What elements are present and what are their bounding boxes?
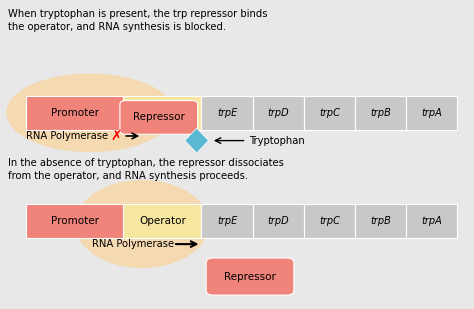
Text: When tryptophan is present, the trp repressor binds
the operator, and RNA synthe: When tryptophan is present, the trp repr… — [8, 9, 267, 32]
FancyBboxPatch shape — [253, 204, 304, 238]
Text: RNA Polymerase: RNA Polymerase — [26, 131, 108, 141]
FancyBboxPatch shape — [406, 204, 457, 238]
FancyBboxPatch shape — [304, 204, 355, 238]
FancyBboxPatch shape — [26, 96, 123, 130]
FancyBboxPatch shape — [355, 204, 406, 238]
Text: trpB: trpB — [370, 216, 391, 226]
FancyBboxPatch shape — [406, 96, 457, 130]
Text: Repressor: Repressor — [224, 272, 276, 281]
Text: trpB: trpB — [370, 108, 391, 118]
FancyBboxPatch shape — [355, 96, 406, 130]
Polygon shape — [185, 128, 209, 153]
Text: Tryptophan: Tryptophan — [249, 136, 305, 146]
FancyBboxPatch shape — [123, 204, 201, 238]
FancyBboxPatch shape — [304, 96, 355, 130]
Text: trpA: trpA — [421, 108, 442, 118]
Text: trpA: trpA — [421, 216, 442, 226]
FancyBboxPatch shape — [206, 258, 294, 295]
Text: trpD: trpD — [267, 216, 289, 226]
Text: trpC: trpC — [319, 216, 340, 226]
FancyBboxPatch shape — [201, 204, 253, 238]
Text: In the absence of tryptophan, the repressor dissociates
from the operator, and R: In the absence of tryptophan, the repres… — [8, 158, 283, 181]
FancyBboxPatch shape — [26, 204, 123, 238]
Text: Promoter: Promoter — [51, 108, 99, 118]
FancyBboxPatch shape — [123, 96, 201, 130]
Text: Operator: Operator — [139, 216, 186, 226]
Text: Promoter: Promoter — [51, 216, 99, 226]
Text: trpC: trpC — [319, 108, 340, 118]
Text: Repressor: Repressor — [133, 112, 185, 122]
Ellipse shape — [76, 181, 209, 267]
Text: trpD: trpD — [267, 108, 289, 118]
Ellipse shape — [7, 74, 173, 151]
Text: RNA Polymerase: RNA Polymerase — [92, 239, 174, 249]
Text: trpE: trpE — [217, 216, 237, 226]
FancyBboxPatch shape — [253, 96, 304, 130]
Text: ✗: ✗ — [110, 129, 122, 143]
FancyBboxPatch shape — [201, 96, 253, 130]
Text: trpE: trpE — [217, 108, 237, 118]
Text: Operator: Operator — [139, 108, 186, 118]
FancyBboxPatch shape — [120, 100, 198, 134]
